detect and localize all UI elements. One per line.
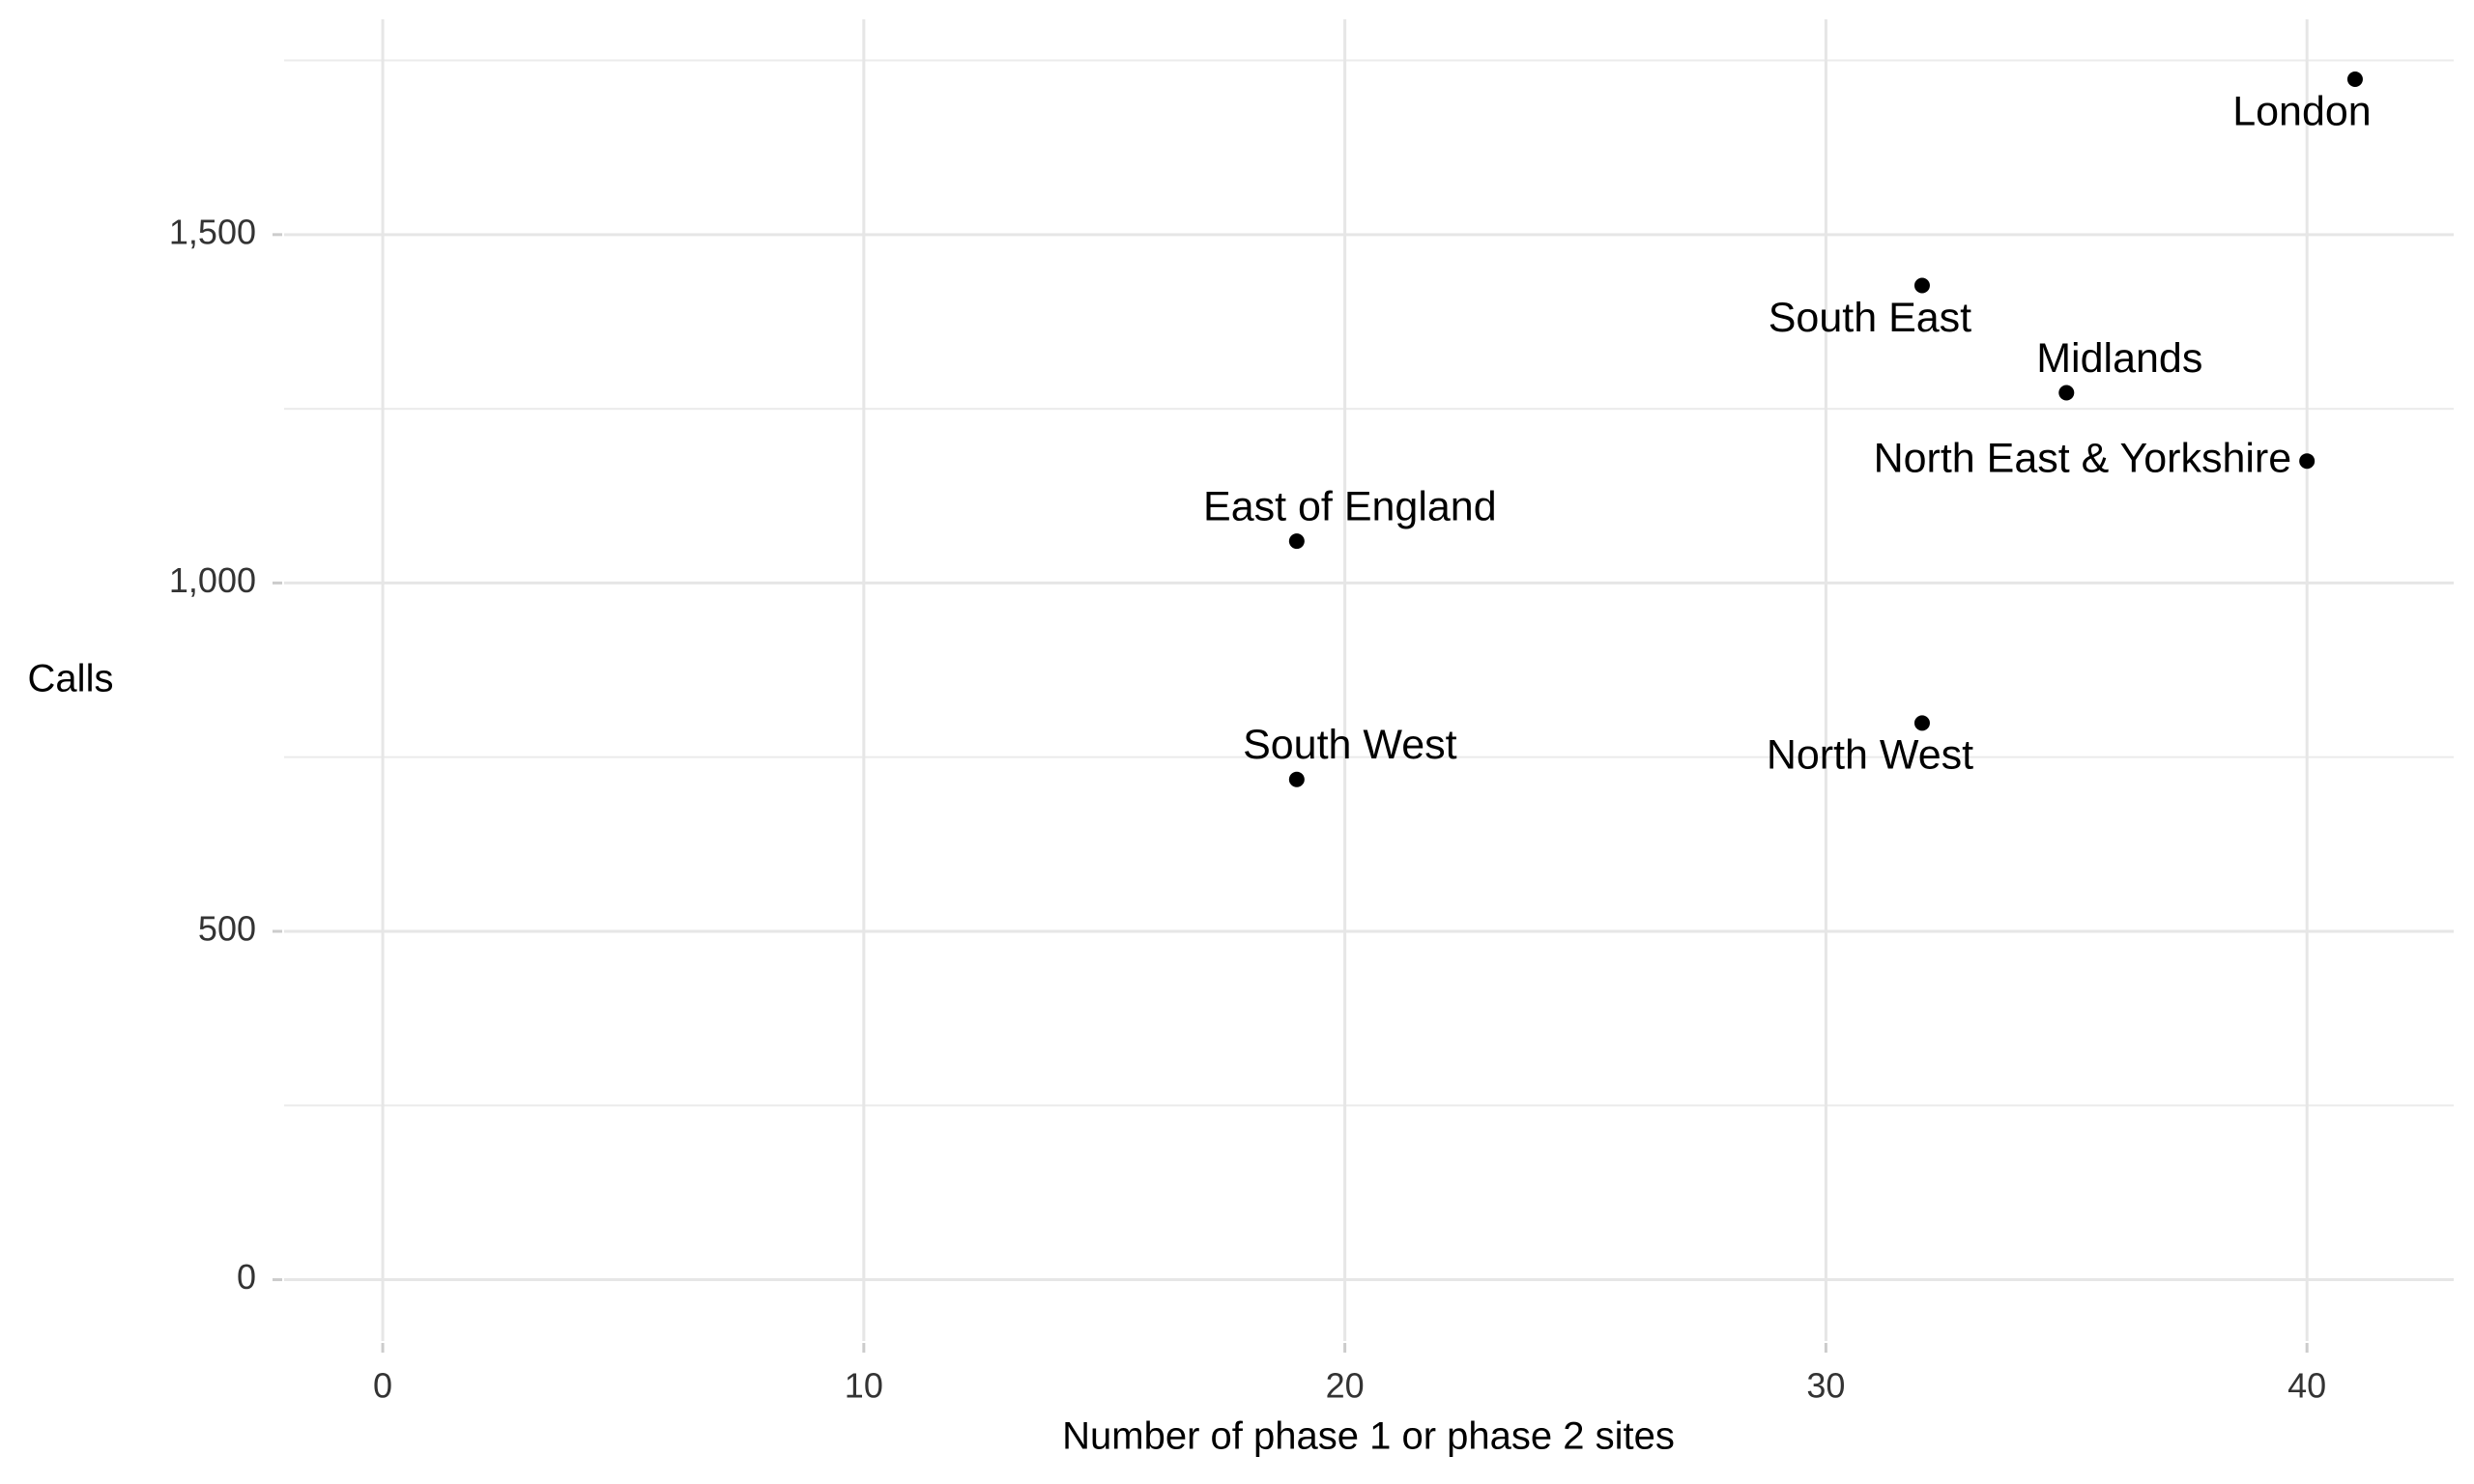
x-tick-label: 20 [1326, 1366, 1365, 1406]
point-label: London [2232, 88, 2372, 134]
y-axis-title: Calls [28, 658, 114, 700]
x-tick-label: 10 [845, 1366, 883, 1406]
point [1913, 277, 1930, 294]
point-label: East of England [1203, 483, 1497, 529]
point-label: North West [1767, 732, 1973, 779]
x-axis-title: Number of phase 1 or phase 2 sites [1062, 1415, 1675, 1458]
point-label: Midlands [2036, 335, 2202, 382]
point [2058, 385, 2075, 401]
point [1288, 771, 1305, 787]
x-tick-label: 0 [373, 1366, 392, 1406]
point [2299, 453, 2316, 470]
y-tick-label: 500 [198, 908, 256, 948]
point [1913, 715, 1930, 731]
point-label: South West [1243, 722, 1457, 768]
x-tick-label: 40 [2287, 1366, 2326, 1406]
point-label: South East [1769, 295, 1971, 341]
point-label: North East & Yorkshire [1874, 436, 2292, 482]
y-tick-label: 1,500 [169, 212, 256, 251]
y-tick-label: 0 [237, 1257, 256, 1297]
x-tick-label: 30 [1806, 1366, 1845, 1406]
point [2346, 71, 2363, 88]
point [1288, 533, 1305, 550]
y-tick-label: 1,000 [169, 560, 256, 600]
